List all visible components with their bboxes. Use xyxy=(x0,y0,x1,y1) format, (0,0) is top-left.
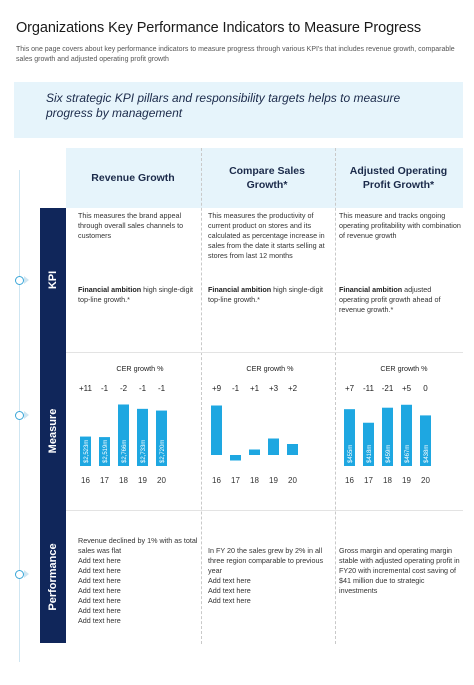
growth-label: +1 xyxy=(250,384,260,393)
page-title: Organizations Key Performance Indicators… xyxy=(16,20,422,36)
growth-label: +5 xyxy=(402,384,412,393)
bar xyxy=(230,455,241,461)
banner: Six strategic KPI pillars and responsibi… xyxy=(38,82,463,138)
column-header-operating-profit: Adjusted Operating Profit Growth* xyxy=(349,165,448,191)
performance-revenue: Revenue declined by 1% with as total sal… xyxy=(78,536,198,625)
timeline-dot-performance xyxy=(15,570,24,579)
bar xyxy=(99,437,110,466)
chart-title: CER growth % xyxy=(380,364,428,373)
growth-label: -1 xyxy=(232,384,240,393)
timeline-dot-kpi xyxy=(15,276,24,285)
bar-value-label: $2,766m xyxy=(122,440,128,463)
bar xyxy=(156,410,167,466)
growth-label: -21 xyxy=(382,384,394,393)
category-tick: 16 xyxy=(345,476,354,485)
column-divider xyxy=(201,148,202,644)
bar xyxy=(137,408,148,466)
bar-value-label: $467m xyxy=(405,445,411,463)
column-divider xyxy=(335,148,336,644)
bar-value-label: $2,519m xyxy=(103,440,109,463)
category-tick: 19 xyxy=(269,476,278,485)
category-tick: 20 xyxy=(288,476,297,485)
timeline-arrow-performance xyxy=(24,570,29,578)
row-label-performance: Performance xyxy=(40,510,66,643)
bar xyxy=(344,409,355,466)
category-tick: 17 xyxy=(231,476,240,485)
row-label-kpi: KPI xyxy=(40,208,66,352)
bar-value-label: $2,720m xyxy=(160,440,166,463)
growth-label: 0 xyxy=(423,384,428,393)
bar xyxy=(420,415,431,466)
growth-label: -1 xyxy=(101,384,109,393)
bar xyxy=(118,404,129,466)
performance-profit: Gross margin and operating margin stable… xyxy=(339,546,460,595)
category-tick: 19 xyxy=(402,476,411,485)
bar-value-label: $459m xyxy=(386,445,392,463)
category-tick: 17 xyxy=(100,476,109,485)
growth-label: -1 xyxy=(139,384,147,393)
growth-label: -1 xyxy=(158,384,166,393)
category-tick: 20 xyxy=(421,476,430,485)
bar xyxy=(363,422,374,466)
bar-value-label: $418m xyxy=(367,445,373,463)
banner-side xyxy=(14,82,38,138)
growth-label: +2 xyxy=(288,384,298,393)
timeline-arrow-kpi xyxy=(24,276,29,284)
column-header-row: Revenue Growth Compare Sales Growth* Adj… xyxy=(66,148,463,208)
category-tick: 18 xyxy=(383,476,392,485)
growth-label: -11 xyxy=(363,384,375,393)
category-tick: 17 xyxy=(364,476,373,485)
bar-value-label: $2,523m xyxy=(84,440,90,463)
bar xyxy=(401,404,412,466)
operating-profit-chart: +7 $455m 16 -11 $418m 17 -21 $459m 18 +5 $467m 19 0 $… xyxy=(344,384,431,485)
banner-text: Six strategic KPI pillars and responsibi… xyxy=(46,91,401,120)
kpi-profit-desc: This measure and tracks ongoing operatin… xyxy=(339,211,461,240)
category-tick: 18 xyxy=(119,476,128,485)
bar xyxy=(249,449,260,455)
column-header-compare-sales: Compare Sales Growth* xyxy=(229,165,305,191)
bar xyxy=(287,444,298,455)
bar-value-label: $2,733m xyxy=(141,440,147,463)
timeline-dot-measure xyxy=(15,411,24,420)
bar xyxy=(382,407,393,466)
bar-value-label: $438m xyxy=(424,445,430,463)
kpi-revenue-ambition: Financial ambition high single-digit top… xyxy=(78,285,194,304)
performance-compare: In FY 20 the sales grew by 2% in all thr… xyxy=(208,546,324,605)
category-tick: 20 xyxy=(157,476,166,485)
bar xyxy=(211,405,222,455)
row-separator xyxy=(66,510,463,511)
growth-label: -2 xyxy=(120,384,128,393)
chart-title: CER growth % xyxy=(246,364,294,373)
growth-label: +11 xyxy=(79,384,93,393)
timeline-arrow-measure xyxy=(24,411,29,419)
bar xyxy=(80,436,91,466)
compare-sales-chart: +9 16 -1 17 +1 18 +3 19 +2 20 xyxy=(211,384,298,485)
row-label-measure: Measure xyxy=(40,352,66,510)
growth-label: +9 xyxy=(212,384,222,393)
revenue-growth-chart: +11 $2,523m 16 -1 $2,519m 17 -2 $2,766m 18 -1 $2,7… xyxy=(79,384,167,485)
growth-label: +7 xyxy=(345,384,355,393)
growth-label: +3 xyxy=(269,384,279,393)
category-tick: 19 xyxy=(138,476,147,485)
kpi-compare-ambition: Financial ambition high single-digit top… xyxy=(208,285,324,304)
chart-title: CER growth % xyxy=(116,364,164,373)
kpi-profit-ambition: Financial ambition adjusted operating pr… xyxy=(339,285,441,314)
bar xyxy=(268,438,279,455)
kpi-revenue-desc: This measures the brand appeal through o… xyxy=(78,211,184,240)
category-tick: 18 xyxy=(250,476,259,485)
category-tick: 16 xyxy=(81,476,90,485)
column-header-revenue: Revenue Growth xyxy=(91,172,175,184)
category-tick: 16 xyxy=(212,476,221,485)
page-subtitle: This one page covers about key performan… xyxy=(16,46,455,63)
bar-value-label: $455m xyxy=(348,445,354,463)
kpi-compare-desc: This measures the productivity of curren… xyxy=(208,211,325,260)
row-separator xyxy=(66,352,463,353)
